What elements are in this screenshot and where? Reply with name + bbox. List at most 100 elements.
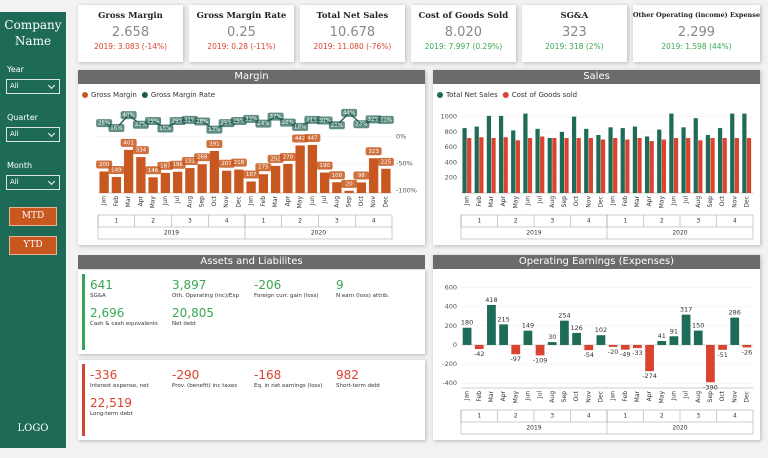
metric-value: -336 [90, 368, 118, 382]
label-box [377, 157, 394, 166]
period-button[interactable]: YTD [9, 236, 57, 255]
data-label: 31% [184, 117, 196, 123]
x-tick-label: May [512, 196, 519, 209]
quarter-label: 3 [696, 218, 700, 225]
bar [185, 168, 195, 193]
x-tick-label: Jan [610, 196, 617, 206]
bar [123, 149, 134, 193]
bar [462, 128, 467, 193]
filter-dropdown[interactable]: All [6, 79, 60, 94]
kpi-value: 0.25 [226, 25, 256, 40]
kpi-value: 10.678 [329, 25, 376, 40]
quarter-label: 4 [733, 413, 737, 420]
filter-dropdown[interactable]: All [6, 127, 60, 142]
kpi-title: SG&A [560, 11, 589, 21]
x-tick-label: Dec [597, 391, 604, 403]
bar [307, 144, 318, 193]
bar [742, 344, 752, 348]
x-tick-label: May [150, 196, 157, 209]
x-tick-label: Sep [346, 196, 353, 208]
bar [221, 170, 232, 193]
data-label: 334 [136, 148, 147, 154]
filter-label: Month [7, 161, 33, 170]
chart: Gross Margin Gross Margin Rate Jan Feb Mar Ap… [82, 91, 417, 240]
data-label: 215 [497, 315, 509, 323]
data-label: -26 [742, 348, 753, 356]
bar [584, 344, 594, 351]
bar [649, 141, 654, 193]
label-box [328, 121, 345, 130]
bar [608, 344, 618, 347]
bar [368, 158, 379, 193]
bar [608, 127, 613, 193]
bar [669, 113, 674, 193]
label-box [181, 157, 198, 166]
bar [633, 344, 642, 349]
bar [172, 171, 183, 193]
label-box [292, 134, 309, 143]
bar [673, 138, 679, 193]
label-box [132, 146, 149, 155]
kpi-compare: 2019: 11.080 (-76%) [313, 42, 392, 51]
x-tick-label: Jan [610, 391, 617, 401]
year-label: 2019 [526, 425, 541, 432]
x-tick-label: Aug [695, 196, 702, 208]
y-tick-label: 400 [445, 158, 457, 166]
label-box [169, 116, 186, 125]
period-button[interactable]: MTD [9, 207, 57, 226]
bar [474, 344, 484, 349]
x-tick-label: Mar [488, 390, 495, 402]
data-label: 44% [343, 110, 355, 116]
x-tick-label: Jun [670, 196, 677, 207]
bar [209, 150, 220, 193]
y-tick-label: 200 [445, 174, 457, 182]
data-label: 32% [368, 117, 380, 123]
label-box [96, 160, 113, 169]
label-box [206, 125, 223, 134]
x-tick-label: Oct [358, 195, 365, 206]
metric-label: Eq. in net earnings (loss) [254, 383, 323, 389]
data-label: 25% [98, 121, 110, 127]
margin-panel: Margin Gross Margin Gross Margin Rate Jan F… [78, 70, 425, 245]
x-tick-label: Mar [634, 390, 641, 402]
bar [734, 138, 739, 193]
quarter-label: 4 [372, 218, 376, 225]
bar [571, 116, 577, 193]
data-label: 401 [123, 140, 134, 146]
data-label: 252 [270, 156, 281, 162]
kpi-value: 2.658 [111, 25, 150, 40]
panel-title: Operating Earnings (Expenses) [433, 255, 760, 269]
label-box [243, 170, 260, 179]
bar [111, 176, 122, 193]
y-tick-label: -50% [396, 159, 413, 167]
label-box [353, 171, 370, 180]
data-label: 149 [522, 322, 534, 330]
bar [681, 314, 691, 345]
bar [742, 113, 747, 193]
x-tick-label: May [297, 196, 304, 209]
quarter-label: 1 [477, 413, 481, 420]
year-label: 2020 [672, 230, 687, 237]
legend-swatch [141, 92, 148, 98]
filter-dropdown[interactable]: All [6, 175, 60, 190]
label-box [157, 124, 174, 133]
data-label: 418 [485, 296, 497, 304]
label-box [365, 115, 382, 124]
x-tick-label: Aug [695, 391, 702, 403]
kpi-group: -336 Interest expense, net -290 Prov. (bene… [78, 360, 425, 440]
label-box [169, 160, 186, 169]
data-label: 18% [294, 124, 306, 130]
label-box [145, 166, 162, 175]
logo: LOGO [17, 423, 49, 434]
data-label: 98 [358, 173, 365, 179]
x-tick-label: Feb [113, 196, 120, 207]
bar [644, 136, 650, 193]
x-tick-label: Sep [707, 391, 714, 403]
data-label: 91 [670, 327, 678, 335]
y-tick-label: 1000 [440, 113, 457, 121]
bar [572, 332, 581, 345]
bar [511, 344, 521, 355]
bar [547, 138, 552, 193]
quarter-label: 2 [660, 413, 664, 420]
data-label: 21% [331, 123, 343, 129]
